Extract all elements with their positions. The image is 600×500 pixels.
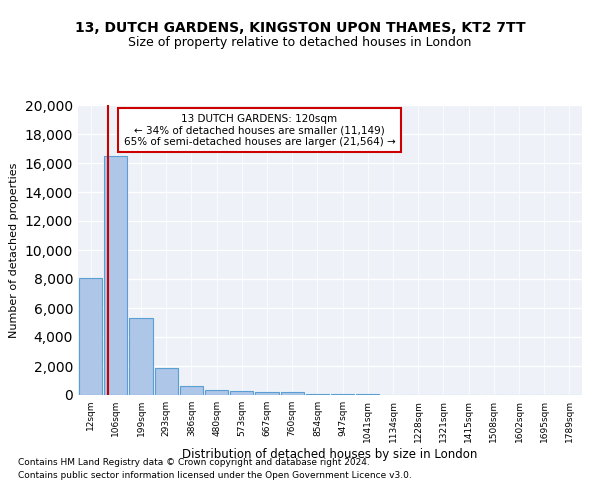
X-axis label: Distribution of detached houses by size in London: Distribution of detached houses by size … (182, 448, 478, 460)
Bar (155, 368, 178, 395)
Bar (104, 156, 127, 395)
Text: Size of property relative to detached houses in London: Size of property relative to detached ho… (128, 36, 472, 49)
Bar (205, 390, 228, 395)
Text: 13, DUTCH GARDENS, KINGSTON UPON THAMES, KT2 7TT: 13, DUTCH GARDENS, KINGSTON UPON THAMES,… (74, 20, 526, 34)
Text: 13 DUTCH GARDENS: 120sqm
← 34% of detached houses are smaller (11,149)
65% of se: 13 DUTCH GARDENS: 120sqm ← 34% of detach… (124, 114, 395, 147)
Bar (79, 278, 102, 395)
Bar (180, 386, 203, 395)
Bar (230, 392, 253, 395)
Bar (306, 394, 329, 395)
Bar (256, 392, 278, 395)
Bar (281, 392, 304, 395)
Bar (356, 394, 379, 395)
Text: Contains public sector information licensed under the Open Government Licence v3: Contains public sector information licen… (18, 470, 412, 480)
Bar (331, 394, 354, 395)
Y-axis label: Number of detached properties: Number of detached properties (9, 162, 19, 338)
Bar (130, 318, 152, 395)
Text: Contains HM Land Registry data © Crown copyright and database right 2024.: Contains HM Land Registry data © Crown c… (18, 458, 370, 467)
